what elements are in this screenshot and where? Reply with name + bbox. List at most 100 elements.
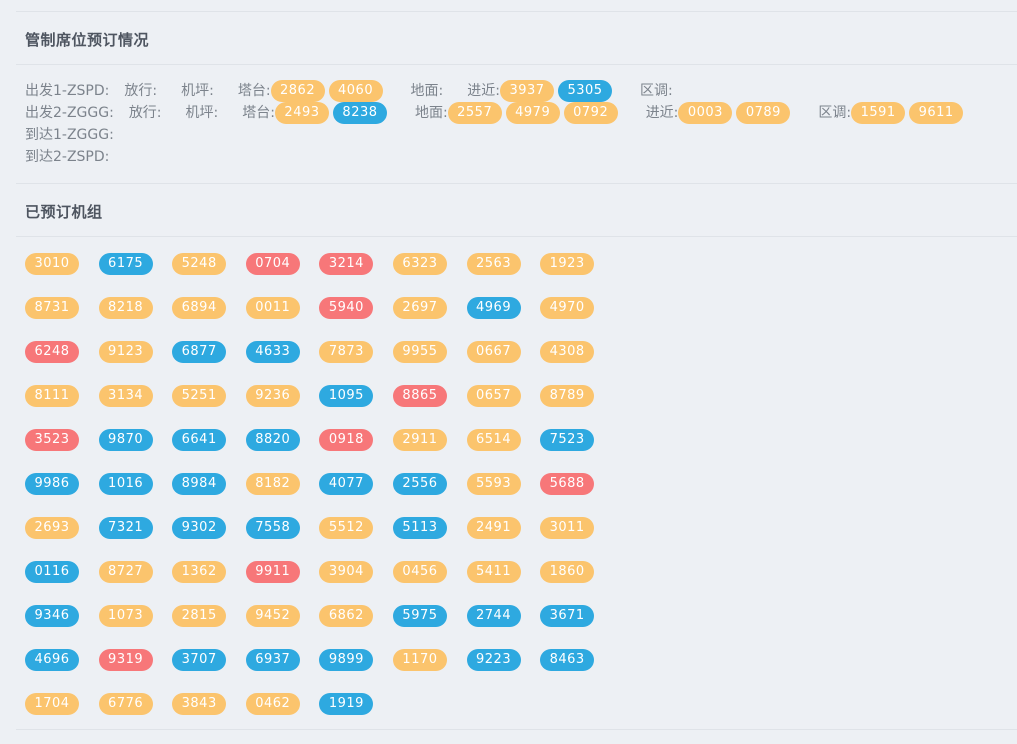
booked-crew-chip[interactable]: 8182 [245, 473, 300, 495]
booked-crew-chip[interactable]: 3707 [172, 649, 227, 671]
booked-crew-chip[interactable]: 3134 [98, 385, 153, 407]
booked-crew-chip[interactable]: 8731 [25, 297, 79, 319]
crew-chip[interactable]: 2557 [447, 102, 502, 124]
crew-chip[interactable]: 5305 [557, 80, 612, 102]
booked-crew-chip[interactable]: 6877 [172, 341, 227, 363]
booked-crew-chip[interactable]: 2911 [392, 429, 447, 451]
booked-crew-chip[interactable]: 3523 [25, 429, 79, 451]
booked-crew-chip[interactable]: 2697 [392, 297, 447, 319]
booked-crew-chip[interactable]: 4633 [245, 341, 300, 363]
booked-crew-chip[interactable]: 0704 [245, 253, 300, 275]
booked-crew-chip[interactable]: 2815 [172, 605, 227, 627]
booked-crew-chip[interactable]: 2744 [466, 605, 521, 627]
booked-crew-chip[interactable]: 5512 [319, 517, 374, 539]
booked-crew-chip[interactable]: 8865 [392, 385, 447, 407]
booked-crew-chip[interactable]: 9319 [98, 649, 153, 671]
crew-chip[interactable]: 4060 [328, 80, 383, 102]
booked-crew-chip[interactable]: 8111 [25, 385, 79, 407]
booked-crew-chip[interactable]: 3671 [540, 605, 595, 627]
booked-crew-chip[interactable]: 5113 [392, 517, 447, 539]
booked-crew-chip[interactable]: 8727 [98, 561, 153, 583]
booked-crew-chip[interactable]: 2556 [392, 473, 447, 495]
booked-crew-chip[interactable]: 9955 [392, 341, 447, 363]
booked-crew-chip[interactable]: 9223 [466, 649, 521, 671]
booked-crew-chip[interactable]: 0918 [319, 429, 374, 451]
crew-chip[interactable]: 0789 [736, 102, 791, 124]
booked-crew-chip[interactable]: 3214 [319, 253, 374, 275]
booked-crew-chip[interactable]: 5248 [172, 253, 227, 275]
booked-crew-chip[interactable]: 2491 [466, 517, 521, 539]
booked-crew-chip[interactable]: 6776 [98, 693, 153, 715]
booked-crew-chip[interactable]: 1919 [319, 693, 374, 715]
booked-crew-chip[interactable]: 1704 [25, 693, 79, 715]
crew-chip[interactable]: 2862 [270, 80, 325, 102]
booked-crew-chip[interactable]: 6323 [392, 253, 447, 275]
booked-crew-chip[interactable]: 5593 [466, 473, 521, 495]
booked-crew-chip[interactable]: 9452 [245, 605, 300, 627]
booked-crew-chip[interactable]: 8984 [172, 473, 227, 495]
booked-crew-chip[interactable]: 9870 [98, 429, 153, 451]
crew-chip[interactable]: 9611 [909, 102, 964, 124]
booked-crew-chip[interactable]: 9302 [172, 517, 227, 539]
booked-crew-chip[interactable]: 8789 [540, 385, 595, 407]
booked-crew-chip[interactable]: 2563 [466, 253, 521, 275]
booked-crew-chip[interactable]: 9236 [245, 385, 300, 407]
booked-crew-chip[interactable]: 9899 [319, 649, 374, 671]
booked-crew-chip[interactable]: 8463 [540, 649, 595, 671]
booked-crew-chip[interactable]: 1923 [540, 253, 595, 275]
booked-crew-chip[interactable]: 6894 [172, 297, 227, 319]
crew-chip[interactable]: 3937 [499, 80, 554, 102]
booked-crew-chip[interactable]: 0011 [245, 297, 300, 319]
crew-chip[interactable]: 2493 [274, 102, 329, 124]
booked-crew-chip[interactable]: 3843 [172, 693, 227, 715]
booked-crew-chip[interactable]: 0462 [245, 693, 300, 715]
booked-crew-chip[interactable]: 9986 [25, 473, 79, 495]
booked-crew-chip[interactable]: 3010 [25, 253, 79, 275]
booked-crew-chip[interactable]: 1170 [392, 649, 447, 671]
booked-crew-chip[interactable]: 5688 [540, 473, 595, 495]
booked-crew-chip[interactable]: 1095 [319, 385, 374, 407]
seat-group: 进近: 0003 0789 [632, 102, 795, 124]
booked-crew-chip[interactable]: 9346 [25, 605, 79, 627]
booked-crew-chip[interactable]: 7558 [245, 517, 300, 539]
crew-chip[interactable]: 1591 [851, 102, 906, 124]
booked-crew-chip[interactable]: 7523 [540, 429, 595, 451]
booked-crew-chip[interactable]: 2693 [25, 517, 79, 539]
booked-crew-chip[interactable]: 5940 [319, 297, 374, 319]
seat-label: 区调: [639, 83, 673, 99]
booked-crew-chip[interactable]: 6514 [466, 429, 521, 451]
booked-crew-chip[interactable]: 6175 [98, 253, 153, 275]
booked-crew-chip[interactable]: 5251 [172, 385, 227, 407]
booked-crew-chip[interactable]: 0456 [392, 561, 447, 583]
booked-crew-chip[interactable]: 0657 [466, 385, 521, 407]
booked-crew-chip[interactable]: 3904 [319, 561, 374, 583]
booked-crew-chip[interactable]: 1073 [98, 605, 153, 627]
booked-crew-chip[interactable]: 6862 [319, 605, 374, 627]
booked-crew-chip[interactable]: 6248 [25, 341, 79, 363]
booked-crew-chip[interactable]: 8218 [98, 297, 153, 319]
booked-crew-chip[interactable]: 6641 [172, 429, 227, 451]
booked-crew-chip[interactable]: 4077 [319, 473, 374, 495]
booked-crew-chip[interactable]: 1860 [540, 561, 595, 583]
booked-crew-chip[interactable]: 9123 [98, 341, 153, 363]
booked-crew-chip[interactable]: 6937 [245, 649, 300, 671]
booked-crew-chip[interactable]: 8820 [245, 429, 300, 451]
booked-crew-chip[interactable]: 9911 [245, 561, 300, 583]
crew-chip[interactable]: 8238 [332, 102, 387, 124]
booked-crew-chip[interactable]: 1016 [98, 473, 153, 495]
booked-crew-chip[interactable]: 5975 [392, 605, 447, 627]
booked-crew-chip[interactable]: 7873 [319, 341, 374, 363]
crew-chip[interactable]: 0792 [563, 102, 618, 124]
crew-chip[interactable]: 4979 [505, 102, 560, 124]
booked-crew-chip[interactable]: 5411 [466, 561, 521, 583]
booked-crew-chip[interactable]: 1362 [172, 561, 227, 583]
booked-crew-chip[interactable]: 0116 [25, 561, 79, 583]
crew-chip[interactable]: 0003 [678, 102, 733, 124]
booked-crew-chip[interactable]: 3011 [540, 517, 595, 539]
booked-crew-chip[interactable]: 0667 [466, 341, 521, 363]
booked-crew-chip[interactable]: 4308 [540, 341, 595, 363]
booked-crew-chip[interactable]: 7321 [98, 517, 153, 539]
booked-crew-chip[interactable]: 4969 [466, 297, 521, 319]
booked-crew-chip[interactable]: 4696 [25, 649, 79, 671]
booked-crew-chip[interactable]: 4970 [540, 297, 595, 319]
